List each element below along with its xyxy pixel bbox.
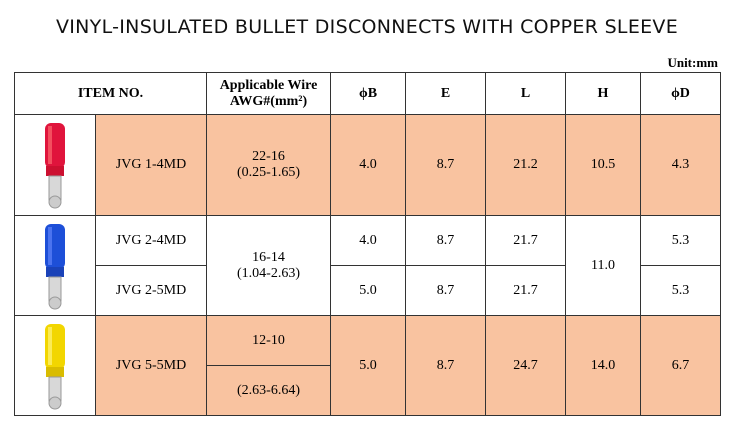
cell: 4.0 [330, 215, 406, 266]
unit: Unit:mm [667, 55, 718, 70]
row: (2.63-6.64) [15, 365, 721, 416]
item-cell: JVG 2-4MD [95, 215, 207, 266]
wire-text: (0.25-1.65) [237, 165, 300, 180]
cell: 5.0 [330, 265, 406, 316]
cell: 10.5 [565, 114, 641, 216]
terminal-icon [45, 223, 65, 309]
header-cell: ϕB [330, 72, 406, 115]
wire-cell: 22-16 (0.25-1.65) [206, 114, 331, 216]
header-cell: ϕD [640, 72, 721, 115]
cell: 6.7 [640, 315, 721, 416]
cell: 5.0 [330, 315, 406, 416]
cell: 4.0 [330, 114, 406, 216]
wire-text: (1.04-2.63) [237, 265, 300, 281]
terminal-icon [45, 323, 65, 409]
wire-text: 16-14 [252, 249, 285, 265]
wire-text: 22-16 [252, 149, 285, 164]
wire-cell: 12-10 [206, 315, 331, 366]
spec-table: ITEM NO. Applicable Wire AWG#(mm²) ϕB E L… [14, 72, 721, 416]
header-cell: H [565, 72, 641, 115]
item-cell: JVG 2-5MD [95, 265, 207, 316]
cell: 8.7 [405, 215, 486, 266]
row: JVG 2-5MD 5.0 8.7 21.7 5.3 [15, 265, 721, 316]
image-cell [14, 114, 96, 216]
image-cell [14, 215, 96, 316]
cell: 4.3 [640, 114, 721, 216]
header-cell: Applicable Wire AWG#(mm²) [206, 72, 331, 115]
row: JVG 2-4MD 16-14 (1.04-2.63) 4.0 8.7 21.7 … [14, 215, 721, 316]
cell: 14.0 [565, 315, 641, 416]
cell: 8.7 [405, 315, 486, 416]
header-cell: E [405, 72, 486, 115]
header-cell: ITEM NO. [14, 72, 207, 115]
header-row: ITEM NO. Applicable Wire AWG#(mm²) ϕB E L… [14, 72, 721, 115]
terminal-icon [45, 123, 65, 209]
cell: 5.3 [640, 265, 721, 316]
title: VINYL-INSULATED BULLET DISCONNECTS WITH … [55, 16, 679, 38]
cell: 21.7 [485, 265, 566, 316]
header-text: Applicable Wire [219, 77, 318, 93]
header-text: AWG#(mm²) [229, 93, 308, 109]
cell: 11.0 [565, 215, 641, 316]
cell: 5.3 [640, 215, 721, 266]
cell: 24.7 [485, 315, 566, 416]
cell: 21.7 [485, 215, 566, 266]
header-cell: L [485, 72, 566, 115]
wire-cell: 16-14 (1.04-2.63) [206, 215, 331, 316]
cell: 8.7 [405, 114, 486, 216]
item-cell: JVG 1-4MD [95, 114, 207, 216]
row: JVG 5-5MD 12-10 5.0 8.7 24.7 14.0 6.7 [14, 315, 721, 416]
cell: 8.7 [405, 265, 486, 316]
image-cell [14, 315, 96, 416]
wire-cell: (2.63-6.64) [206, 365, 331, 416]
item-cell: JVG 5-5MD [95, 315, 207, 416]
row: JVG 1-4MD 22-16 (0.25-1.65) 4.0 8.7 21.2 … [14, 114, 721, 216]
cell: 21.2 [485, 114, 566, 216]
